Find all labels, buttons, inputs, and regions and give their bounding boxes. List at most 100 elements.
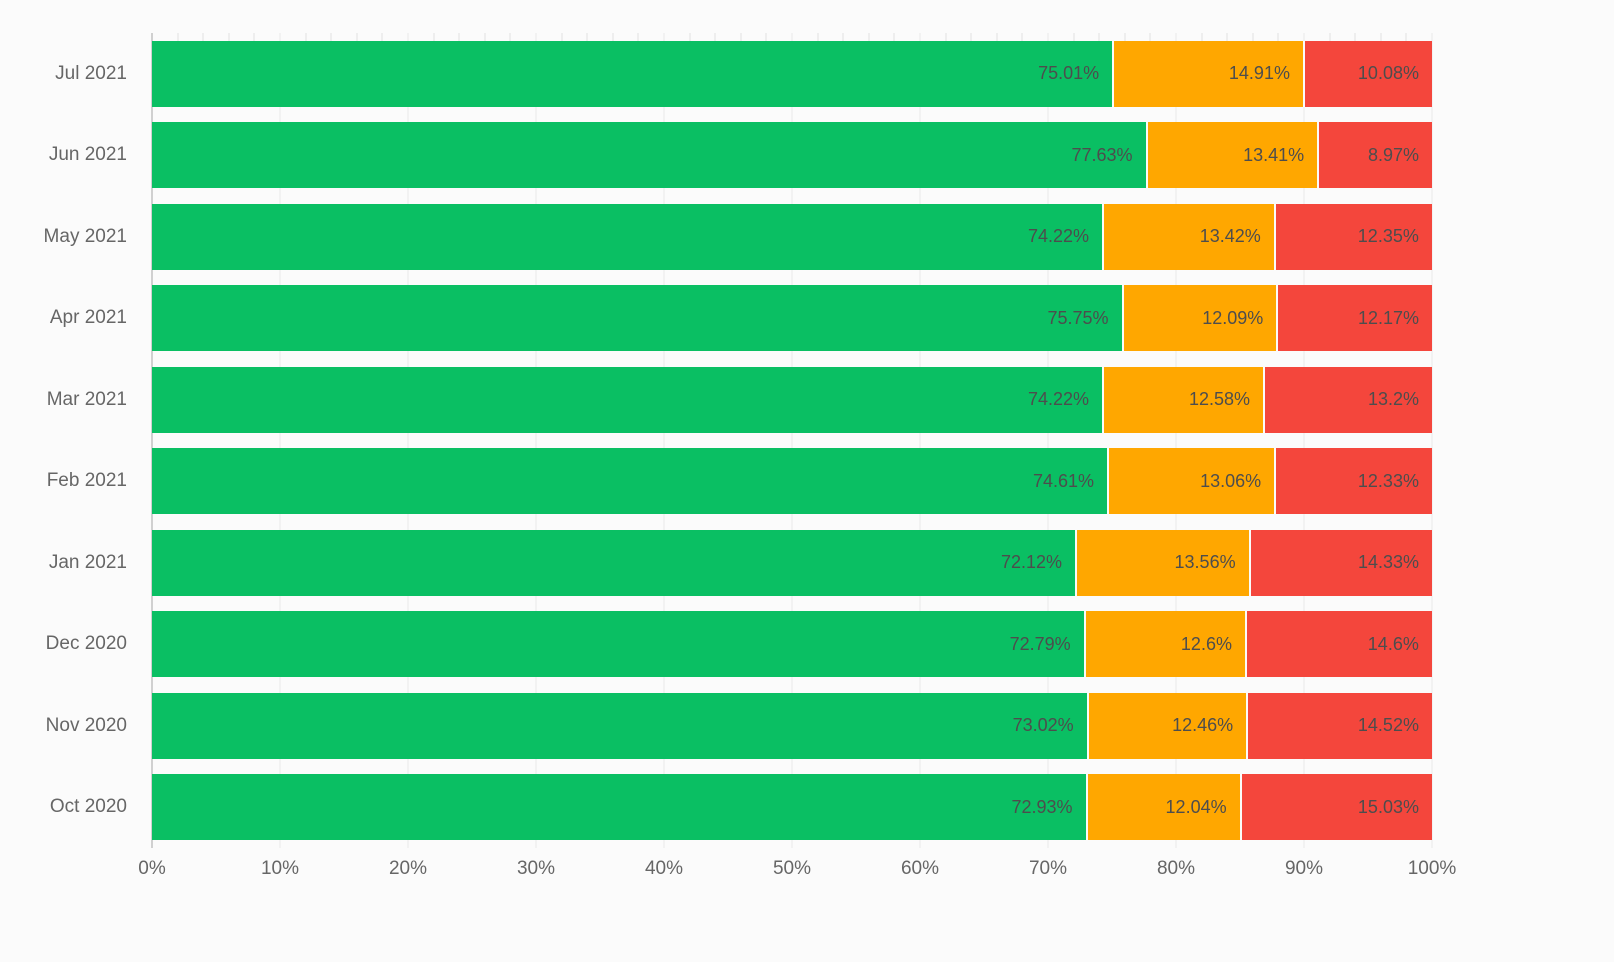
x-axis: 0% 10% 20% 30% 40% 50% 60% 70% 80% 90% 100% — [138, 858, 1456, 888]
bar-segment-orange: 12.46% — [1086, 692, 1247, 759]
x-axis-label: 40% — [644, 858, 684, 879]
segment-value-label: 14.6% — [1367, 633, 1419, 654]
minor-tick — [1149, 33, 1151, 41]
bar-row: Jan 2021 72.12% 13.56% 14.33% — [0, 529, 1432, 596]
minor-tick — [1124, 33, 1126, 41]
bar-segment-green: 74.22% — [152, 203, 1103, 270]
stacked-bar: 72.79% 12.6% 14.6% — [152, 611, 1432, 678]
stacked-bar: 75.01% 14.91% 10.08% — [152, 40, 1432, 107]
segment-value-label: 72.79% — [1009, 633, 1071, 654]
y-axis-line — [151, 33, 153, 848]
category-label: Dec 2020 — [45, 633, 127, 655]
vertical-gridline — [535, 33, 537, 848]
segment-value-label: 73.02% — [1012, 715, 1074, 736]
bar-row: Dec 2020 72.79% 12.6% 14.6% — [0, 611, 1432, 678]
stacked-bar: 77.63% 13.41% 8.97% — [152, 122, 1432, 189]
segment-value-label: 8.97% — [1367, 144, 1419, 165]
minor-tick — [970, 33, 972, 41]
stacked-bar: 72.12% 13.56% 14.33% — [152, 529, 1432, 596]
minor-tick — [433, 33, 435, 41]
segment-value-label: 12.04% — [1165, 796, 1227, 817]
minor-tick — [177, 33, 179, 41]
minor-tick — [612, 33, 614, 41]
minor-tick — [458, 33, 460, 41]
segment-value-label: 12.6% — [1180, 633, 1232, 654]
category-label: Oct 2020 — [49, 796, 127, 818]
minor-tick — [714, 33, 716, 41]
category-label: Feb 2021 — [46, 470, 127, 492]
category-label: Nov 2020 — [45, 714, 127, 736]
bar-segment-green: 74.22% — [152, 366, 1103, 433]
minor-tick — [893, 33, 895, 41]
minor-tick — [381, 33, 383, 41]
segment-value-label: 74.22% — [1027, 389, 1090, 410]
segment-value-label: 74.61% — [1032, 470, 1094, 491]
x-axis-label: 30% — [516, 858, 556, 879]
x-axis-label: 0% — [138, 858, 166, 879]
category-label: Jan 2021 — [48, 551, 127, 573]
minor-tick — [740, 33, 742, 41]
bar-segment-orange: 13.42% — [1102, 203, 1274, 270]
minor-tick — [1073, 33, 1075, 41]
minor-tick — [765, 33, 767, 41]
segment-value-label: 10.08% — [1357, 63, 1419, 84]
bar-segment-orange: 13.41% — [1145, 122, 1318, 189]
bars-container: Jul 2021 75.01% 14.91% 10.08% Jun 2021 77.63%… — [0, 33, 1432, 848]
minor-tick — [586, 33, 588, 41]
bar-row: Jul 2021 75.01% 14.91% 10.08% — [0, 40, 1432, 107]
vertical-gridline — [279, 33, 281, 848]
bar-row: Oct 2020 72.93% 12.04% 15.03% — [0, 774, 1432, 841]
category-label: Jul 2021 — [55, 62, 127, 84]
vertical-gridline — [663, 33, 665, 848]
bar-row: May 2021 74.22% 13.42% 12.35% — [0, 203, 1432, 270]
x-axis-label: 10% — [260, 858, 300, 879]
bar-segment-orange: 12.6% — [1083, 611, 1245, 678]
bar-row: Jun 2021 77.63% 13.41% 8.97% — [0, 122, 1432, 189]
category-label: May 2021 — [43, 225, 127, 247]
minor-tick — [1329, 33, 1331, 41]
segment-value-label: 75.75% — [1047, 307, 1109, 328]
bar-segment-green: 72.93% — [152, 774, 1086, 841]
bar-segment-orange: 12.09% — [1121, 285, 1277, 352]
stacked-bar: 75.75% 12.09% 12.17% — [152, 285, 1432, 352]
segment-value-label: 13.56% — [1174, 552, 1236, 573]
category-label: Mar 2021 — [46, 388, 127, 410]
vertical-gridline — [1303, 33, 1305, 848]
minor-tick — [484, 33, 486, 41]
bar-segment-green: 73.02% — [152, 692, 1087, 759]
minor-tick — [1226, 33, 1228, 41]
segment-value-label: 14.52% — [1357, 715, 1419, 736]
bar-row: Apr 2021 75.75% 12.09% 12.17% — [0, 285, 1432, 352]
segment-value-label: 14.91% — [1228, 63, 1290, 84]
bar-segment-orange: 12.58% — [1102, 366, 1264, 433]
segment-value-label: 12.58% — [1188, 389, 1251, 410]
segment-value-label: 72.93% — [1011, 796, 1073, 817]
segment-value-label: 75.01% — [1038, 63, 1100, 84]
bar-segment-green: 75.75% — [152, 285, 1122, 352]
minor-tick — [305, 33, 307, 41]
x-axis-label: 50% — [772, 858, 812, 879]
category-label: Apr 2021 — [49, 307, 127, 329]
segment-value-label: 12.46% — [1172, 715, 1234, 736]
segment-value-label: 77.63% — [1071, 144, 1133, 165]
bar-segment-red: 15.03% — [1239, 774, 1432, 841]
minor-tick — [1252, 33, 1254, 41]
minor-tick — [817, 33, 819, 41]
minor-tick — [509, 33, 511, 41]
minor-tick — [1277, 33, 1279, 41]
minor-tick — [1380, 33, 1382, 41]
vertical-gridline — [1047, 33, 1049, 848]
stacked-bar: 74.61% 13.06% 12.33% — [152, 448, 1432, 515]
bar-segment-green: 72.79% — [152, 611, 1084, 678]
bar-segment-red: 10.08% — [1302, 40, 1432, 107]
x-axis-label: 60% — [900, 858, 940, 879]
bar-segment-orange: 13.06% — [1107, 448, 1275, 515]
gridlines-layer — [151, 33, 1433, 848]
minor-tick — [1098, 33, 1100, 41]
bar-segment-red: 14.52% — [1246, 692, 1432, 759]
segment-value-label: 14.33% — [1357, 552, 1419, 573]
minor-tick — [253, 33, 255, 41]
x-axis-label: 90% — [1284, 858, 1324, 879]
bar-row: Mar 2021 74.22% 12.58% 13.2% — [0, 366, 1432, 433]
minor-tick — [356, 33, 358, 41]
